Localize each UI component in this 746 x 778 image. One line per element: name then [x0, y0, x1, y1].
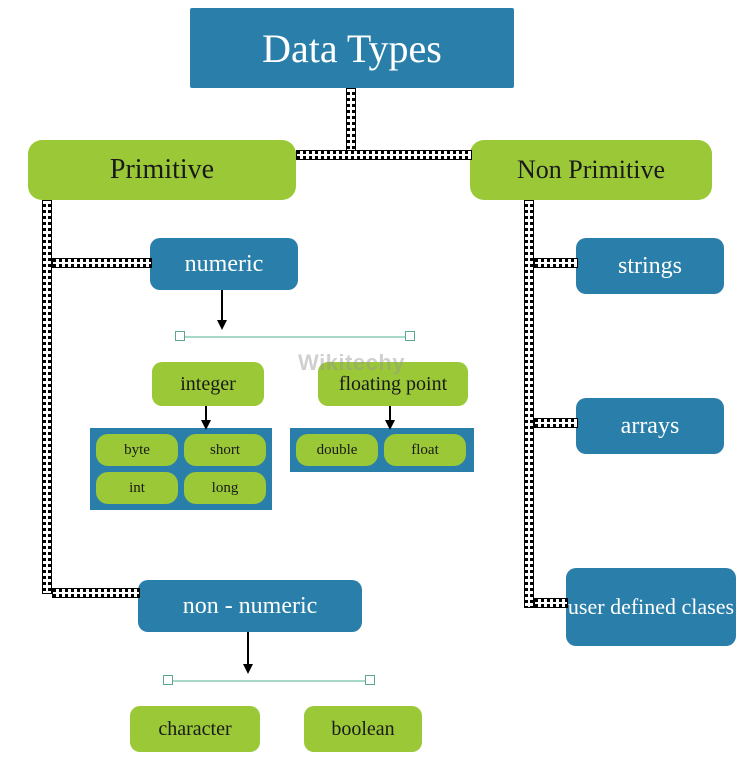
user-defined-node: user defined clases — [566, 568, 736, 646]
handle-square — [163, 675, 173, 685]
numeric-node: numeric — [150, 238, 298, 290]
leaf-long: long — [184, 472, 266, 504]
integer-leaves: byteshortintlong — [90, 428, 272, 510]
leaf-short: short — [184, 434, 266, 466]
handle-square — [365, 675, 375, 685]
handle-line — [180, 336, 410, 338]
connector — [52, 258, 152, 268]
integer-node: integer — [152, 362, 264, 406]
primitive-branch: Primitive — [28, 140, 296, 200]
arrow-icon — [216, 288, 228, 336]
leaf-float: float — [384, 434, 466, 466]
arrays-node: arrays — [576, 398, 724, 454]
connector — [52, 588, 140, 598]
connector — [534, 258, 578, 268]
leaf-double: double — [296, 434, 378, 466]
handle-line — [168, 680, 370, 682]
leaf-byte: byte — [96, 434, 178, 466]
watermark-text: Wikitechy — [298, 350, 405, 376]
handle-square — [175, 331, 185, 341]
connector — [534, 598, 568, 608]
boolean-node: boolean — [304, 706, 422, 752]
arrow-icon — [384, 404, 396, 436]
strings-node: strings — [576, 238, 724, 294]
title-node: Data Types — [190, 8, 514, 88]
connector — [534, 418, 578, 428]
connector — [296, 150, 472, 160]
float-leaves: doublefloat — [290, 428, 474, 472]
handle-square — [405, 331, 415, 341]
connector — [524, 200, 534, 608]
leaf-int: int — [96, 472, 178, 504]
arrow-icon — [200, 404, 212, 436]
connector — [42, 200, 52, 594]
arrow-icon — [242, 630, 254, 680]
non-primitive-branch: Non Primitive — [470, 140, 712, 200]
character-node: character — [130, 706, 260, 752]
non-numeric-node: non - numeric — [138, 580, 362, 632]
